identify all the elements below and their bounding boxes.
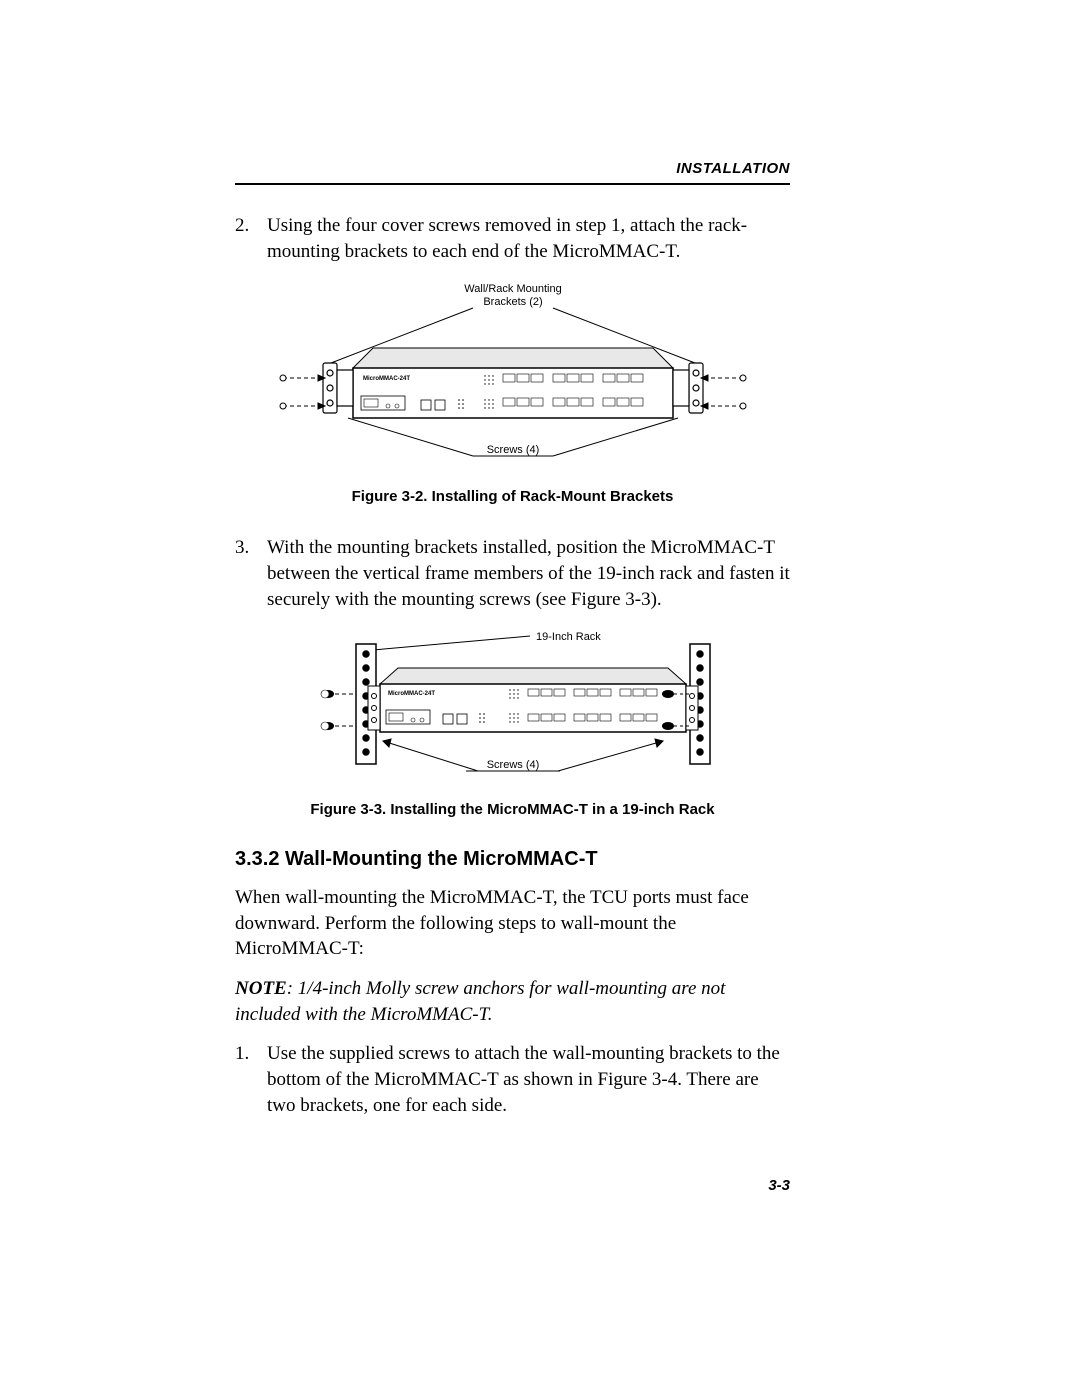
figure-3-2: Wall/Rack Mounting Brackets (2) MicroMMA…	[235, 278, 790, 505]
list-item: 3. With the mounting brackets installed,…	[235, 535, 790, 612]
fig32-label-bottom: Screws (4)	[486, 444, 539, 456]
fig32-label-top1: Wall/Rack Mounting	[464, 283, 561, 295]
fig33-device-label: MicroMMAC-24T	[388, 691, 435, 697]
figure-3-3: 19-Inch Rack	[235, 626, 790, 818]
fig33-label-bottom: Screws (4)	[486, 759, 539, 771]
list-item: 2. Using the four cover screws removed i…	[235, 213, 790, 264]
list-text: With the mounting brackets installed, po…	[267, 535, 790, 612]
figure-3-2-caption: Figure 3-2. Installing of Rack-Mount Bra…	[235, 488, 790, 505]
running-header: INSTALLATION	[235, 160, 790, 177]
list-number: 2.	[235, 213, 267, 264]
fig32-label-top2: Brackets (2)	[483, 296, 542, 308]
content-column: INSTALLATION 2. Using the four cover scr…	[235, 160, 790, 1172]
section-paragraph: When wall-mounting the MicroMMAC-T, the …	[235, 885, 790, 962]
header-rule	[235, 183, 790, 185]
figure-3-3-svg: 19-Inch Rack	[298, 626, 728, 791]
list-text: Using the four cover screws removed in s…	[267, 213, 790, 264]
list-number: 1.	[235, 1041, 267, 1118]
fig32-device-label: MicroMMAC-24T	[363, 376, 410, 382]
list-text: Use the supplied screws to attach the wa…	[267, 1041, 790, 1118]
figure-3-2-svg: Wall/Rack Mounting Brackets (2) MicroMMA…	[263, 278, 763, 478]
note-label: NOTE	[235, 978, 287, 999]
note-block: NOTE: 1/4-inch Molly screw anchors for w…	[235, 976, 790, 1027]
list-number: 3.	[235, 535, 267, 612]
list-item: 1. Use the supplied screws to attach the…	[235, 1041, 790, 1118]
page-number: 3-3	[768, 1177, 790, 1194]
page: INSTALLATION 2. Using the four cover scr…	[0, 0, 1080, 1397]
fig33-label-top: 19-Inch Rack	[536, 631, 601, 643]
figure-3-3-caption: Figure 3-3. Installing the MicroMMAC-T i…	[235, 801, 790, 818]
section-heading: 3.3.2 Wall-Mounting the MicroMMAC-T	[235, 848, 790, 871]
note-text: : 1/4-inch Molly screw anchors for wall-…	[235, 978, 725, 1025]
